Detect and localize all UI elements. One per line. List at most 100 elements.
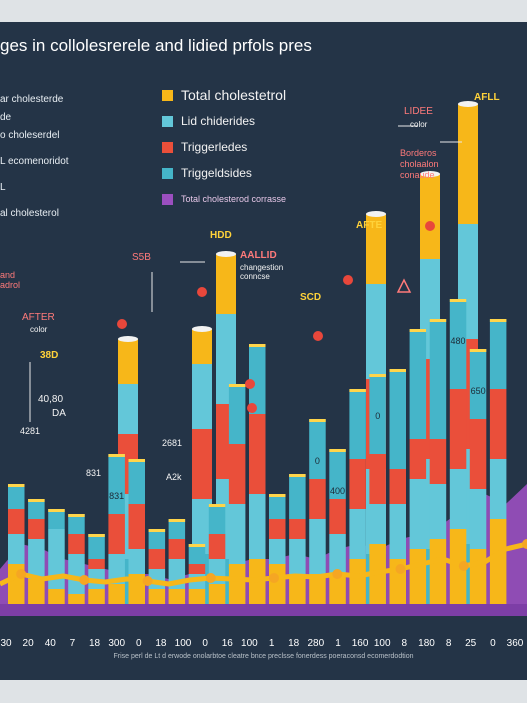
bar-segment — [208, 584, 226, 604]
bar-segment — [269, 494, 286, 519]
bar-segment — [108, 584, 125, 604]
bar-segment — [148, 589, 166, 604]
bar-top — [369, 374, 386, 377]
bar-segment — [148, 549, 166, 569]
legend-swatch — [162, 193, 173, 205]
line-point — [332, 569, 343, 579]
bar-segment — [8, 509, 25, 534]
annotation-after-sub: color — [30, 325, 48, 334]
bar-segment — [409, 329, 427, 439]
x-tick-label: 280 — [307, 638, 324, 649]
x-tick-label: 20 — [23, 638, 35, 649]
annotation-after: AFTER — [22, 312, 55, 323]
x-tick-label: 8 — [446, 638, 452, 649]
bar-segment — [48, 589, 65, 604]
bar-value-label: 650 — [471, 386, 486, 396]
legend-item: Lid chiderides — [162, 110, 286, 132]
tall-bar-segment — [192, 364, 212, 429]
bar-top — [389, 369, 406, 372]
heart-icon — [343, 275, 353, 285]
bar-segment — [249, 344, 266, 414]
bar-segment — [8, 484, 25, 509]
bar-top — [449, 299, 467, 302]
bar-segment — [469, 489, 487, 549]
tall-bar-cap — [366, 211, 386, 217]
bar-segment — [128, 549, 145, 574]
legend-swatch — [162, 141, 173, 153]
bar-segment — [469, 549, 487, 604]
bar-segment — [228, 384, 246, 444]
tall-bar-cap — [458, 101, 478, 107]
tall-bar-segment — [192, 329, 212, 364]
annotation-borderos: Borderos cholaalon conaude — [400, 148, 439, 180]
bar-segment — [289, 519, 306, 539]
x-tick-label: 0 — [202, 638, 208, 649]
bar-segment — [429, 319, 447, 439]
bar-segment — [469, 419, 487, 489]
legend-item: Triggerledes — [162, 136, 286, 158]
bar-segment — [128, 459, 145, 504]
bar-value-label: 480 — [450, 336, 465, 346]
bar-segment — [148, 529, 166, 549]
bar-segment — [289, 574, 306, 604]
line-point — [522, 539, 527, 549]
x-tick-label: 160 — [352, 638, 369, 649]
bar-segment — [8, 534, 25, 564]
line-point — [79, 575, 90, 585]
side-label-1: ar cholesterde — [0, 94, 64, 105]
side-label-6: al cholesterol — [0, 208, 59, 219]
bar-segment — [168, 519, 186, 539]
bar-segment — [128, 504, 145, 549]
bar-value-label: 0 — [315, 456, 320, 466]
bar-top — [68, 514, 85, 517]
bar-segment — [68, 594, 85, 604]
bar-top — [188, 544, 206, 547]
bars-layer: 831 0 400 0 480 650 — [8, 299, 507, 604]
bar-segment — [228, 564, 246, 604]
bar-segment — [108, 514, 125, 554]
bar-segment — [369, 504, 386, 544]
bar-top — [409, 329, 427, 332]
annotation-aallid-sub: changestion conncse — [240, 263, 284, 281]
annotation-4281: 4281 — [20, 426, 41, 436]
tall-bar-segment — [192, 429, 212, 499]
tall-bar-segment — [118, 384, 138, 434]
bar-top — [128, 459, 145, 462]
bar-segment — [309, 479, 326, 519]
bar-segment — [409, 439, 427, 479]
bar-segment — [68, 554, 85, 594]
legend-label: Total cholestetrol — [181, 87, 287, 103]
bar-segment — [449, 469, 467, 529]
annotation-lidee-sub: color — [410, 120, 428, 129]
x-tick-label: 0 — [136, 638, 142, 649]
bar-segment — [88, 589, 105, 604]
bar-top — [329, 449, 346, 452]
bar-segment — [188, 589, 206, 604]
legend: Total cholestetrol Lid chiderides Triggerl… — [162, 84, 286, 214]
bar-top — [108, 454, 125, 457]
line-point — [458, 561, 469, 571]
line-point — [205, 573, 216, 583]
x-tick-label: 100 — [175, 638, 192, 649]
bar-top — [228, 384, 246, 387]
bar-segment — [28, 519, 45, 539]
bar-segment — [68, 514, 85, 534]
x-tick-label: 18 — [155, 638, 167, 649]
bar-segment — [489, 389, 507, 459]
bar-top — [48, 509, 65, 512]
x-tick-label: 300 — [108, 638, 125, 649]
bar-top — [208, 504, 226, 507]
bar-top — [309, 419, 326, 422]
bar-segment — [329, 574, 346, 604]
side-label-4: L ecomenoridot — [0, 156, 69, 167]
bar-segment — [88, 559, 105, 569]
bar-segment — [329, 534, 346, 574]
bar-segment — [429, 439, 447, 484]
bar-segment — [489, 319, 507, 389]
heart-icon — [425, 221, 435, 231]
bar-segment — [28, 579, 45, 604]
annotation-a2k: A2k — [166, 472, 182, 482]
footnote: Frise perl de Lt d erwode onolarbtoe cle… — [113, 653, 414, 660]
heart-icon — [247, 403, 257, 413]
